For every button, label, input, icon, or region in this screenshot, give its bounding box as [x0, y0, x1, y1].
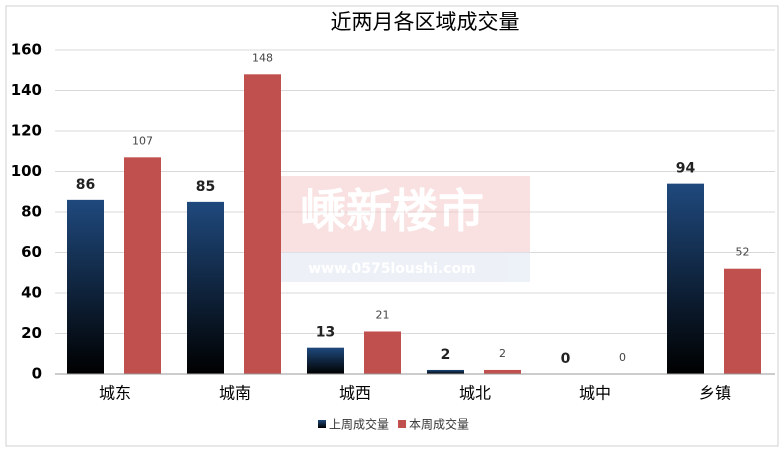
x-tick-label: 城东 [99, 384, 131, 403]
x-tick-label: 城中 [579, 384, 611, 403]
x-tick-label: 城南 [219, 384, 251, 403]
legend-label: 本周成交量 [409, 417, 469, 432]
watermark-url: www.0575loushi.com [308, 261, 476, 277]
y-tick-label: 120 [11, 122, 42, 140]
watermark-bg [255, 252, 530, 282]
y-tick-label: 160 [11, 41, 42, 59]
bar [307, 347, 344, 374]
value-label: 2 [499, 347, 506, 360]
bar [187, 201, 224, 374]
bar [427, 369, 464, 374]
value-label: 86 [76, 177, 95, 193]
value-label: 0 [561, 351, 571, 367]
value-label: 52 [736, 246, 750, 259]
bar [724, 268, 761, 374]
x-tick-label: 城北 [459, 384, 491, 403]
x-tick-label: 城西 [339, 384, 371, 403]
watermark-title: 嵊新楼市 [300, 184, 484, 238]
value-label: 85 [196, 179, 215, 195]
y-tick-label: 140 [11, 81, 42, 99]
value-label: 21 [376, 308, 390, 321]
chart-title: 近两月各区域成交量 [331, 10, 520, 34]
y-tick-label: 100 [11, 162, 42, 180]
bar [667, 183, 704, 374]
bar [484, 369, 521, 374]
value-label: 94 [676, 161, 696, 177]
value-label: 148 [252, 51, 273, 64]
value-label: 13 [316, 325, 335, 341]
x-tick-label: 乡镇 [699, 384, 731, 403]
y-tick-label: 60 [21, 243, 42, 261]
bar [244, 74, 281, 375]
y-tick-label: 20 [21, 324, 42, 342]
bar [67, 199, 104, 374]
bar [124, 157, 161, 374]
legend-label: 上周成交量 [329, 417, 389, 432]
legend-swatch [318, 420, 326, 428]
watermark: 嵊新楼市 www.0575loushi.com [255, 176, 530, 282]
y-tick-label: 80 [21, 203, 42, 221]
legend-swatch [398, 420, 407, 428]
y-tick-label: 40 [21, 284, 42, 302]
value-label: 107 [132, 134, 153, 147]
watermark-bg [255, 176, 530, 252]
bar [364, 331, 401, 374]
value-label: 2 [441, 347, 451, 363]
y-tick-label: 0 [32, 365, 42, 383]
value-label: 0 [619, 351, 626, 364]
